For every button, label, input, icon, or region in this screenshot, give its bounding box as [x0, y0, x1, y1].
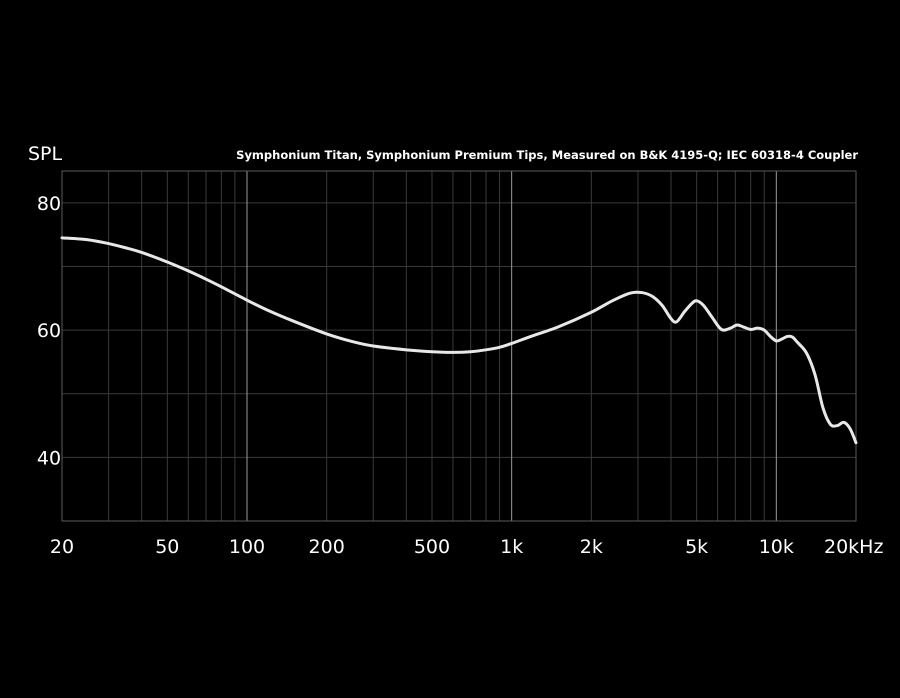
chart-title: Symphonium Titan, Symphonium Premium Tip…	[236, 148, 858, 162]
minor-gridlines	[62, 171, 856, 521]
x-tick-label: 200	[309, 536, 345, 558]
frequency-response-line	[60, 236, 858, 445]
x-tick-labels: 20 50 100 200 500 1k 2k 5k 10k 20kHz	[50, 536, 884, 558]
x-tick-label: 10k	[759, 536, 794, 558]
x-tick-label: 20	[50, 536, 74, 558]
x-tick-label: 50	[155, 536, 179, 558]
y-tick-label: 80	[37, 193, 61, 215]
y-tick-label: 40	[37, 447, 61, 469]
y-tick-labels: 40 60 80	[37, 193, 61, 470]
y-tick-label: 60	[37, 320, 61, 342]
plot-frame	[61, 170, 857, 522]
x-tick-label: 5k	[685, 536, 708, 558]
x-tick-label: 2k	[580, 536, 603, 558]
x-tick-label: 20kHz	[824, 536, 883, 558]
x-tick-label: 100	[229, 536, 265, 558]
x-tick-label: 500	[414, 536, 450, 558]
x-tick-label: 1k	[500, 536, 523, 558]
y-axis-label: SPL	[28, 143, 63, 165]
major-gridlines	[246, 171, 777, 521]
